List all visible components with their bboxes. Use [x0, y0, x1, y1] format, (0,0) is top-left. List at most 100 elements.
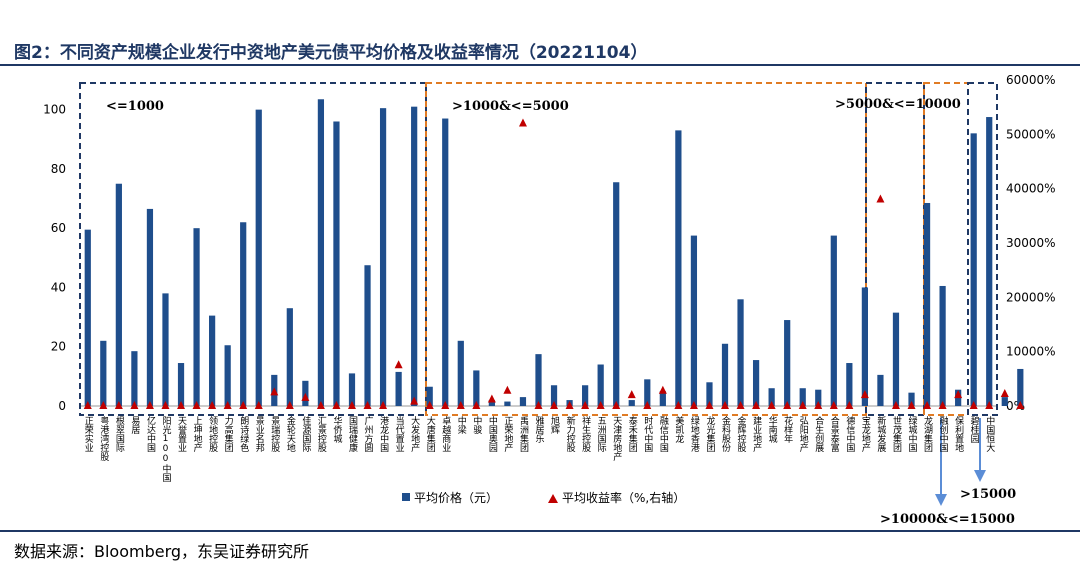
- bar: [333, 121, 340, 406]
- category-label: 当代置业: [394, 415, 405, 452]
- yield-marker: [83, 401, 92, 409]
- yield-marker: [223, 401, 232, 409]
- category-label: 保利置地: [953, 415, 964, 452]
- category-label: 中国奥园: [487, 415, 498, 453]
- category-label: 融创中国: [938, 416, 949, 453]
- category-label: 宝龙地产: [860, 415, 871, 453]
- y-right-tick-label: 50000%: [1006, 127, 1056, 141]
- yield-marker: [985, 401, 994, 409]
- y-left-tick-label: 100: [43, 103, 66, 117]
- bar: [830, 235, 837, 406]
- bar: [442, 118, 449, 406]
- yield-marker: [829, 401, 838, 409]
- category-label: 佳源国际: [300, 415, 311, 453]
- bar: [84, 229, 91, 406]
- bar: [877, 374, 884, 406]
- category-label: 弘阳地产: [798, 416, 809, 453]
- yield-marker: [923, 401, 932, 409]
- category-label: 中骏: [471, 415, 482, 435]
- y-left-tick-label: 60: [51, 221, 66, 235]
- yield-marker: [954, 390, 963, 399]
- bar: [613, 182, 620, 406]
- bar: [519, 397, 527, 406]
- category-label: 五洲国际: [596, 416, 607, 453]
- category-label: 龙湖集团: [922, 415, 933, 453]
- bar: [379, 108, 387, 407]
- bar: [209, 315, 216, 406]
- bar: [162, 293, 169, 406]
- category-label: 新力控股: [565, 415, 576, 453]
- bar: [411, 106, 418, 406]
- yield-marker: [721, 401, 730, 409]
- yield-marker: [441, 401, 450, 409]
- yield-marker: [301, 392, 310, 401]
- yield-marker: [410, 396, 419, 405]
- category-label: 上坤地产: [192, 416, 203, 453]
- legend-swatch-marker: [548, 494, 558, 503]
- yield-marker: [472, 401, 481, 409]
- yield-marker: [767, 401, 776, 409]
- bar: [815, 389, 822, 406]
- legend-label: 平均价格（元）: [414, 490, 498, 505]
- yield-marker: [860, 390, 869, 399]
- bar: [473, 370, 480, 406]
- category-label: 旭辉: [549, 415, 560, 435]
- yield-marker: [643, 401, 652, 409]
- bar: [348, 373, 356, 406]
- yield-marker: [1000, 389, 1009, 398]
- yield-marker: [332, 401, 341, 409]
- bar: [286, 308, 293, 406]
- category-label: 龙光集团: [704, 415, 715, 453]
- category-label: 亿达中国: [145, 415, 156, 453]
- yield-marker: [161, 401, 170, 409]
- yield-marker: [783, 401, 792, 409]
- bar: [768, 388, 775, 406]
- yield-marker: [456, 401, 465, 409]
- category-label: 国瑞健康: [347, 416, 358, 452]
- bar: [317, 99, 325, 406]
- yield-marker: [208, 401, 217, 409]
- yield-marker: [705, 401, 714, 409]
- bar: [582, 385, 589, 406]
- segment-box: [967, 82, 998, 416]
- category-label: 朗诗绿色: [238, 415, 249, 452]
- bar: [970, 133, 977, 406]
- category-label: 广州方圆: [363, 415, 374, 453]
- source-note: 数据来源：Bloomberg，东吴证券研究所: [14, 542, 310, 561]
- segment-label: <=1000: [106, 99, 164, 114]
- bar: [690, 235, 698, 406]
- yield-marker: [285, 401, 294, 409]
- bar: [721, 343, 729, 406]
- category-label: 正荣实业: [83, 416, 94, 452]
- yield-marker: [565, 401, 574, 409]
- yield-marker: [239, 401, 248, 409]
- bar: [224, 345, 231, 406]
- yield-marker: [550, 401, 559, 409]
- yield-marker: [627, 390, 636, 399]
- yield-marker: [192, 401, 201, 409]
- category-label: 绿地香港: [689, 415, 700, 452]
- yield-marker: [845, 401, 854, 409]
- segment-box: [79, 82, 427, 416]
- category-label: 建业地产: [751, 415, 762, 453]
- bar: [675, 130, 682, 406]
- segment-label: >5000&<=10000: [835, 97, 961, 112]
- bar: [752, 360, 760, 406]
- category-label: 卓越商业: [440, 415, 451, 452]
- legend-swatch-bar: [402, 493, 410, 501]
- yield-marker: [518, 118, 527, 127]
- category-label: 美凯龙: [673, 415, 684, 443]
- category-label: 德信中国: [844, 415, 855, 453]
- segment-box: [425, 82, 867, 416]
- bar: [923, 202, 931, 406]
- category-label: 汇景控股: [316, 416, 327, 453]
- yield-marker: [814, 401, 823, 409]
- category-label: 时代中国: [642, 415, 653, 453]
- bar: [364, 265, 371, 406]
- yield-marker: [177, 401, 186, 409]
- category-label: 大唐集团: [425, 415, 436, 453]
- category-label: 金轮天地: [285, 415, 296, 452]
- yield-marker: [99, 401, 108, 409]
- category-label: 禹洲集团: [518, 415, 529, 453]
- yield-marker: [938, 401, 947, 409]
